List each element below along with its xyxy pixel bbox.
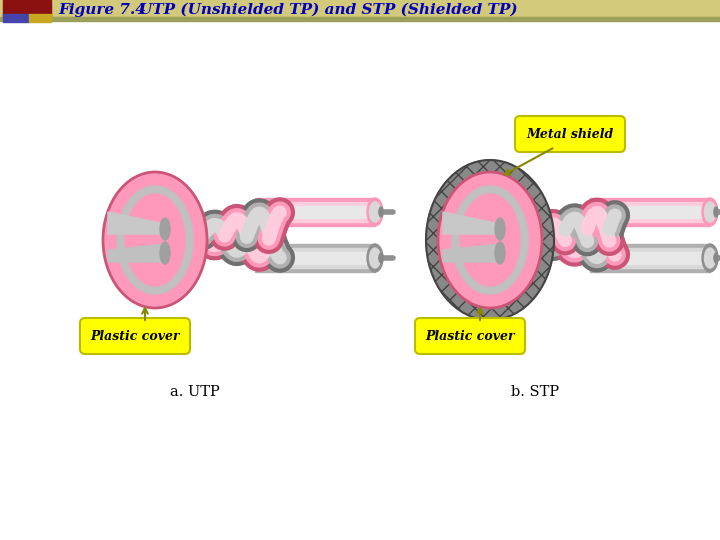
Bar <box>29 14 51 22</box>
Ellipse shape <box>103 172 207 308</box>
Polygon shape <box>255 252 375 264</box>
Text: Plastic cover: Plastic cover <box>90 329 180 342</box>
Ellipse shape <box>117 186 193 294</box>
Ellipse shape <box>426 160 554 320</box>
Polygon shape <box>443 244 500 262</box>
Ellipse shape <box>704 248 716 268</box>
Ellipse shape <box>367 198 383 226</box>
Ellipse shape <box>460 194 520 286</box>
Ellipse shape <box>125 194 185 286</box>
Text: Plastic cover: Plastic cover <box>426 329 515 342</box>
FancyBboxPatch shape <box>415 318 525 354</box>
Polygon shape <box>590 202 710 222</box>
Ellipse shape <box>452 186 528 294</box>
Ellipse shape <box>367 244 383 272</box>
Text: b. STP: b. STP <box>511 385 559 399</box>
Ellipse shape <box>160 242 170 264</box>
Polygon shape <box>590 198 710 226</box>
Text: Metal shield: Metal shield <box>526 127 613 140</box>
Bar <box>0 17 720 21</box>
Polygon shape <box>108 244 165 262</box>
Ellipse shape <box>426 160 554 320</box>
Polygon shape <box>590 248 710 268</box>
Ellipse shape <box>369 248 380 268</box>
Ellipse shape <box>714 253 718 263</box>
Ellipse shape <box>714 207 718 217</box>
Ellipse shape <box>369 202 380 222</box>
Polygon shape <box>255 206 375 218</box>
Polygon shape <box>255 198 375 226</box>
Polygon shape <box>255 202 375 222</box>
Ellipse shape <box>495 218 505 240</box>
Text: Figure 7.4: Figure 7.4 <box>58 3 146 17</box>
Bar <box>3 14 29 22</box>
Ellipse shape <box>495 242 505 264</box>
Ellipse shape <box>704 202 716 222</box>
Polygon shape <box>590 252 710 264</box>
Polygon shape <box>590 206 710 218</box>
FancyBboxPatch shape <box>515 116 625 152</box>
Ellipse shape <box>702 244 718 272</box>
Ellipse shape <box>160 218 170 240</box>
Bar <box>0 0 720 17</box>
Ellipse shape <box>702 198 718 226</box>
Polygon shape <box>255 248 375 268</box>
Text: UTP (Unshielded TP) and STP (Shielded TP): UTP (Unshielded TP) and STP (Shielded TP… <box>118 3 518 17</box>
Text: a. UTP: a. UTP <box>170 385 220 399</box>
Polygon shape <box>590 244 710 272</box>
FancyBboxPatch shape <box>80 318 190 354</box>
Ellipse shape <box>379 207 383 217</box>
Ellipse shape <box>438 172 542 308</box>
Bar <box>3 0 51 16</box>
Polygon shape <box>443 212 500 234</box>
Polygon shape <box>108 212 165 234</box>
Polygon shape <box>255 244 375 272</box>
Ellipse shape <box>379 253 383 263</box>
